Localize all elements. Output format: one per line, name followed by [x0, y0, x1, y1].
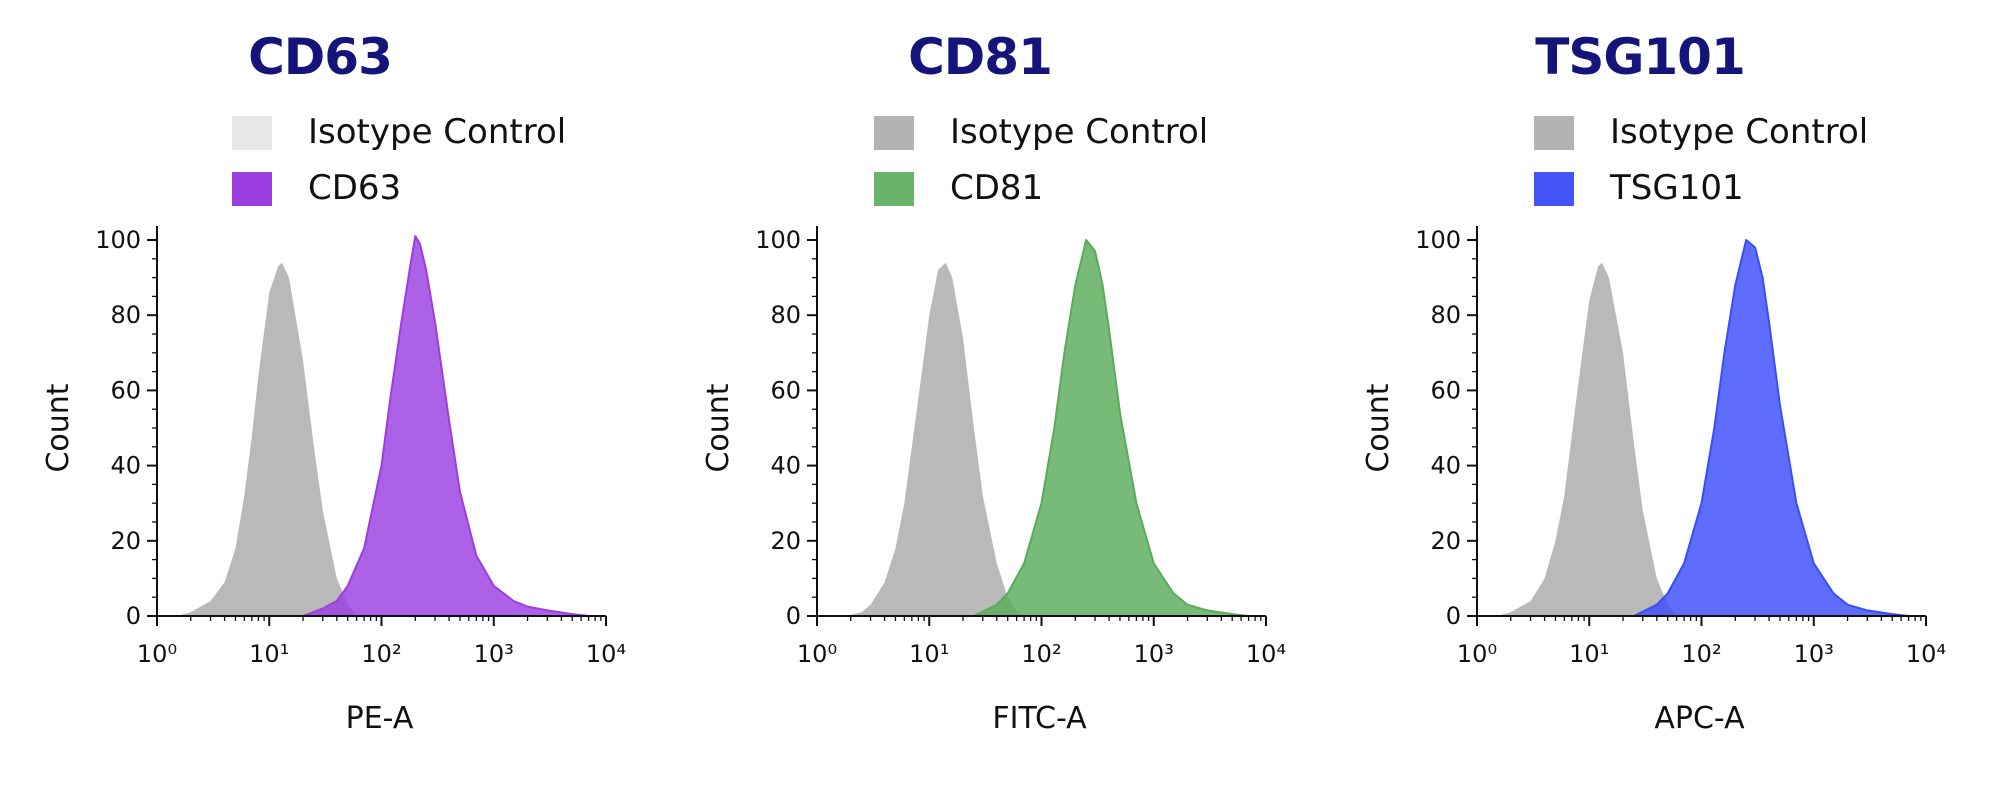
histogram-marker — [1632, 239, 1910, 617]
y-tick-label: 0 — [786, 602, 801, 630]
x-tick-label: 10⁴ — [586, 640, 626, 668]
x-tick-label: 10¹ — [1569, 640, 1609, 668]
y-tick-label: 80 — [1430, 301, 1461, 329]
legend-swatch-marker — [232, 172, 272, 206]
y-tick-label: 40 — [770, 452, 801, 480]
y-tick-label: 20 — [110, 527, 141, 555]
histogram-isotype — [176, 262, 357, 616]
x-axis-title: APC-A — [1654, 701, 1745, 736]
y-tick-label: 60 — [770, 376, 801, 404]
y-axis-title: Count — [701, 383, 736, 472]
panel-title: CD63 — [248, 28, 393, 86]
x-tick-label: 10² — [361, 640, 401, 668]
panel-title: CD81 — [908, 28, 1053, 86]
histogram-marker — [302, 235, 590, 617]
legend-swatch-isotype — [1534, 116, 1574, 150]
legend-swatch-marker — [874, 172, 914, 206]
legend-swatch-isotype — [874, 116, 914, 150]
x-tick-label: 10⁰ — [797, 640, 837, 668]
histogram-isotype — [845, 262, 1025, 616]
x-tick-label: 10⁴ — [1246, 640, 1286, 668]
legend-label: TSG101 — [1610, 168, 1744, 208]
legend-swatch-marker — [1534, 172, 1574, 206]
x-tick-label: 10⁴ — [1906, 640, 1946, 668]
x-tick-label: 10² — [1021, 640, 1061, 668]
y-tick-label: 100 — [95, 226, 141, 254]
panel-cd63: CD63 Isotype Control CD63 0 20 40 60 80 100 10… — [0, 0, 640, 787]
x-tick-label: 10³ — [1794, 640, 1834, 668]
y-tick-label: 0 — [1446, 602, 1461, 630]
y-tick-label: 40 — [110, 452, 141, 480]
y-tick-label: 40 — [1430, 452, 1461, 480]
legend-label: Isotype Control — [1610, 112, 1869, 152]
y-tick-label: 0 — [126, 602, 141, 630]
y-tick-label: 80 — [770, 301, 801, 329]
y-tick-label: 100 — [1415, 226, 1461, 254]
histogram-isotype — [1496, 262, 1677, 616]
x-tick-label: 10¹ — [909, 640, 949, 668]
x-tick-label: 10³ — [1134, 640, 1174, 668]
legend-label: Isotype Control — [308, 112, 567, 152]
panel-tsg101: TSG101 Isotype Control TSG101 0 20 40 60 80 1… — [1320, 0, 1960, 787]
x-tick-label: 10¹ — [249, 640, 289, 668]
y-tick-label: 60 — [110, 376, 141, 404]
histogram-plot: 0 20 40 60 80 100 10⁰ 10¹ 10² 10³ 10⁴ PE-A Count — [41, 226, 626, 736]
legend-swatch-isotype — [232, 116, 272, 150]
legend-label: Isotype Control — [950, 112, 1209, 152]
x-tick-label: 10⁰ — [137, 640, 177, 668]
histogram-marker — [972, 239, 1250, 617]
histogram-plot: 0 20 40 60 80 100 10⁰ 10¹ 10² 10³ 10⁴ FITC-A Count — [701, 226, 1286, 736]
y-tick-label: 60 — [1430, 376, 1461, 404]
x-tick-label: 10³ — [474, 640, 514, 668]
panel-cd81: CD81 Isotype Control CD81 0 20 40 60 80 100 10… — [660, 0, 1300, 787]
x-axis-title: FITC-A — [992, 701, 1087, 736]
y-axis-title: Count — [1361, 383, 1396, 472]
y-tick-label: 20 — [770, 527, 801, 555]
y-axis-title: Count — [41, 383, 76, 472]
histogram-plot: 0 20 40 60 80 100 10⁰ 10¹ 10² 10³ 10⁴ APC-A Count — [1361, 226, 1946, 736]
x-tick-label: 10⁰ — [1457, 640, 1497, 668]
legend-label: CD63 — [308, 168, 402, 208]
y-tick-label: 20 — [1430, 527, 1461, 555]
x-axis-title: PE-A — [346, 701, 414, 736]
x-tick-label: 10² — [1681, 640, 1721, 668]
y-tick-label: 100 — [755, 226, 801, 254]
panel-title: TSG101 — [1535, 28, 1746, 86]
y-tick-label: 80 — [110, 301, 141, 329]
legend-label: CD81 — [950, 168, 1044, 208]
